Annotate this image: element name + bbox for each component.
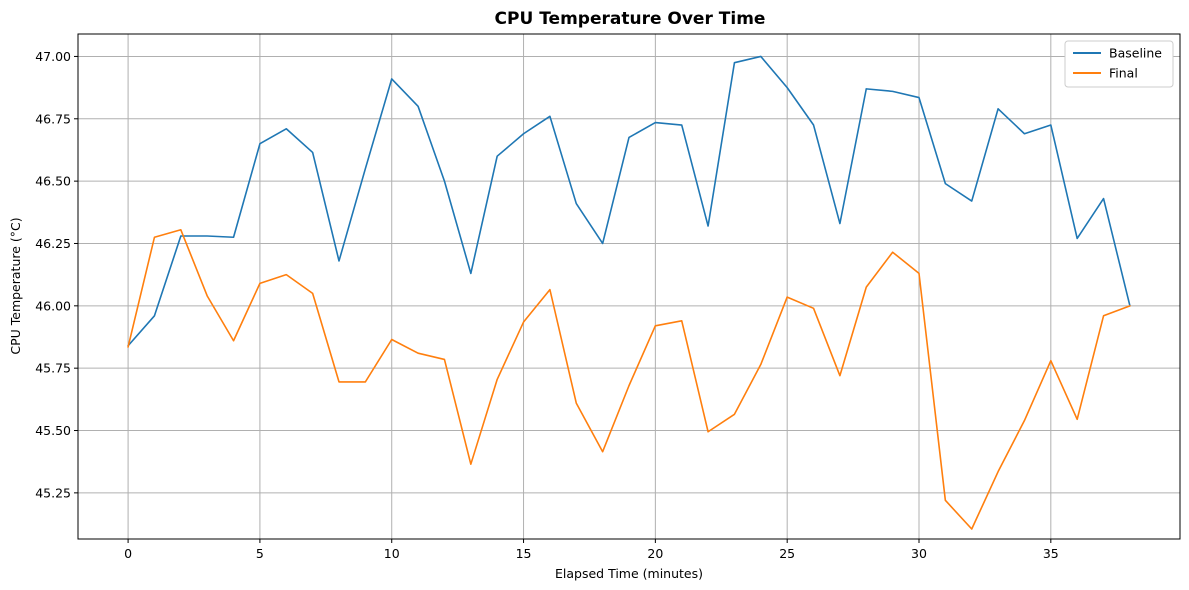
- series-line-final: [127, 228, 1131, 530]
- y-tick-label: 46.25: [35, 236, 71, 251]
- x-tick-label: 30: [911, 546, 927, 561]
- y-tick-label: 45.75: [35, 361, 71, 376]
- legend-label-baseline: Baseline: [1109, 46, 1162, 61]
- x-tick-label: 10: [384, 546, 400, 561]
- y-tick-label: 45.25: [35, 485, 71, 500]
- chart-title: CPU Temperature Over Time: [495, 9, 766, 29]
- plot-area-frame: [77, 33, 1181, 540]
- x-tick-label: 20: [647, 546, 663, 561]
- x-tick-label: 5: [256, 546, 264, 561]
- series-line-baseline: [127, 55, 1131, 347]
- x-tick-label: 15: [516, 546, 532, 561]
- legend: Baseline Final: [1064, 40, 1174, 88]
- y-axis-label: CPU Temperature (°C): [8, 217, 23, 354]
- x-tick-label: 0: [124, 546, 132, 561]
- y-tick-label: 47.00: [35, 49, 71, 64]
- y-axis-ticks: 45.25 45.50 45.75 46.00 46.25 46.50 46.75 47.00: [35, 49, 78, 500]
- grid-lines: [78, 34, 1180, 539]
- x-tick-label: 35: [1043, 546, 1059, 561]
- x-axis-ticks: 0 5 10 15 20 25 30 35: [124, 539, 1059, 561]
- x-axis-label: Elapsed Time (minutes): [555, 566, 703, 581]
- y-tick-label: 45.50: [35, 423, 71, 438]
- x-tick-label: 25: [779, 546, 795, 561]
- series-lines: [127, 55, 1131, 530]
- legend-label-final: Final: [1109, 66, 1138, 81]
- y-tick-label: 46.75: [35, 111, 71, 126]
- y-tick-label: 46.50: [35, 174, 71, 189]
- y-tick-label: 46.00: [35, 298, 71, 313]
